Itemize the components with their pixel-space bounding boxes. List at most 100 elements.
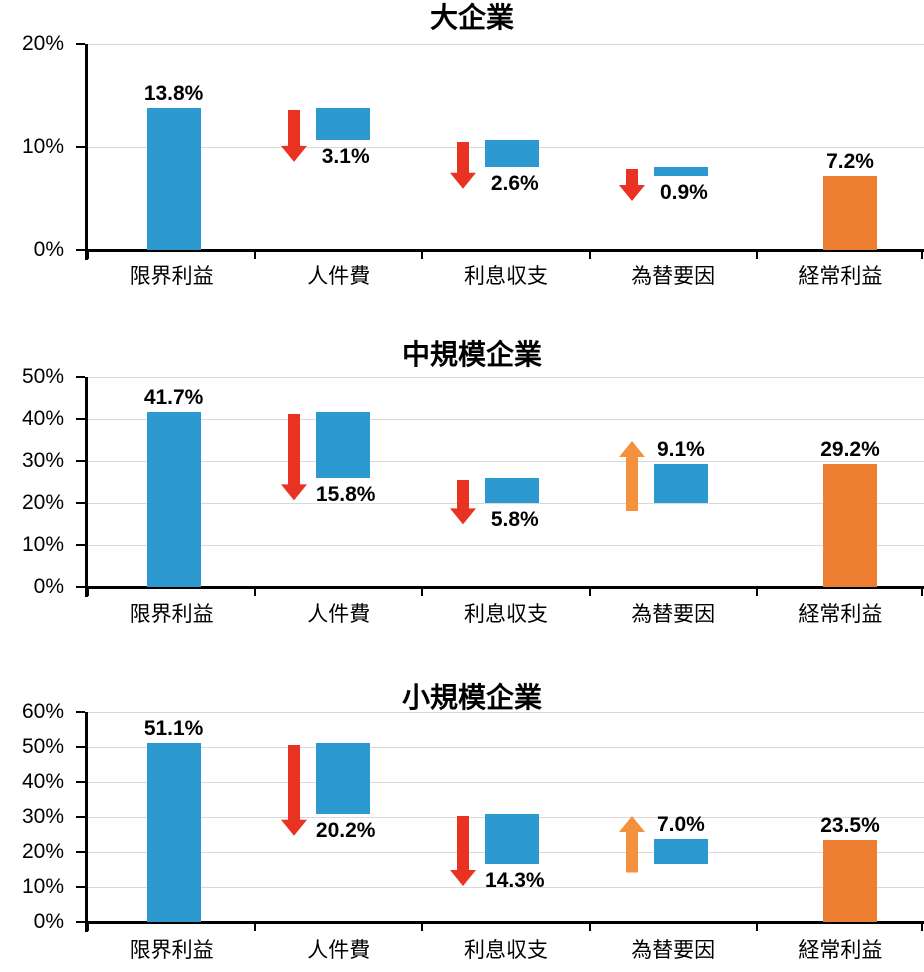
waterfall-bar-increase xyxy=(653,464,708,503)
category-label: 為替要因 xyxy=(631,265,716,288)
y-tick-label: 0% xyxy=(33,910,64,933)
gridline xyxy=(88,418,924,420)
x-axis-tick xyxy=(87,250,89,259)
value-label: 20.2% xyxy=(315,818,376,842)
y-axis-tick xyxy=(76,544,85,546)
y-axis-tick xyxy=(76,146,85,148)
gridline xyxy=(88,746,924,748)
x-axis-tick xyxy=(921,587,923,596)
y-axis-tick xyxy=(76,746,85,748)
y-axis-tick xyxy=(76,418,85,420)
x-axis-line xyxy=(85,249,924,252)
gridline xyxy=(88,502,924,504)
x-axis-tick xyxy=(421,922,424,931)
y-tick-label: 50% xyxy=(21,365,64,388)
category-label: 限界利益 xyxy=(129,603,214,626)
gridline xyxy=(88,376,924,378)
waterfall-bar-total xyxy=(823,839,877,922)
y-tick-label: 30% xyxy=(21,805,64,828)
gridline xyxy=(88,544,924,546)
increase-arrow-icon xyxy=(618,816,645,873)
category-label: 利息収支 xyxy=(464,265,548,288)
y-tick-label: 20% xyxy=(21,840,64,863)
category-label: 利息収支 xyxy=(464,939,548,962)
value-label: 14.3% xyxy=(485,868,545,892)
y-axis-tick xyxy=(76,43,85,45)
x-axis-tick xyxy=(588,922,591,931)
y-axis-tick xyxy=(76,921,85,923)
decrease-arrow-icon xyxy=(280,109,307,162)
value-label: 13.8% xyxy=(143,81,204,105)
category-label: 経常利益 xyxy=(798,265,883,288)
x-axis-tick xyxy=(588,587,591,596)
y-axis-line xyxy=(85,377,88,597)
y-tick-label: 10% xyxy=(21,135,64,158)
x-axis-tick xyxy=(921,250,923,259)
x-axis-tick xyxy=(87,922,89,931)
waterfall-bar-decrease xyxy=(653,166,708,176)
x-axis-line xyxy=(85,921,924,924)
y-axis-tick xyxy=(76,376,85,378)
waterfall-bar-total xyxy=(823,464,877,587)
category-label: 為替要因 xyxy=(631,603,716,626)
y-tick-label: 0% xyxy=(33,238,64,261)
waterfall-bar-decrease xyxy=(484,478,539,503)
x-axis-tick xyxy=(254,587,257,596)
x-axis-tick xyxy=(755,922,758,931)
x-axis-tick xyxy=(755,250,758,259)
y-tick-label: 10% xyxy=(21,533,64,556)
decrease-arrow-icon xyxy=(618,168,645,201)
x-axis-tick xyxy=(421,250,424,259)
category-label: 経常利益 xyxy=(798,939,883,962)
waterfall-bar-total xyxy=(823,175,877,250)
value-label: 23.5% xyxy=(820,813,880,837)
y-tick-label: 40% xyxy=(21,770,64,793)
category-label: 為替要因 xyxy=(631,939,716,962)
waterfall-bar-increase xyxy=(653,839,708,864)
waterfall-bar-decrease xyxy=(315,411,370,479)
gridline xyxy=(88,43,924,45)
y-tick-label: 60% xyxy=(21,700,64,723)
y-tick-label: 0% xyxy=(33,575,64,598)
gridline xyxy=(88,886,924,888)
value-label: 41.7% xyxy=(143,385,204,409)
gridline xyxy=(88,816,924,818)
chart-title: 大企業 xyxy=(429,2,514,33)
value-label: 2.6% xyxy=(490,171,539,195)
x-axis-tick xyxy=(254,922,257,931)
decrease-arrow-icon xyxy=(280,745,307,836)
y-axis-tick xyxy=(76,816,85,818)
y-axis-tick xyxy=(76,886,85,888)
x-axis-tick xyxy=(421,587,424,596)
value-label: 29.2% xyxy=(820,438,880,462)
y-axis-tick xyxy=(76,711,85,713)
category-label: 人件費 xyxy=(307,939,371,962)
value-label: 15.8% xyxy=(315,483,376,507)
category-label: 経常利益 xyxy=(798,603,883,626)
y-axis-tick xyxy=(76,851,85,853)
category-label: 利息収支 xyxy=(464,603,548,626)
value-label: 0.9% xyxy=(659,180,708,204)
x-axis-tick xyxy=(87,587,89,596)
y-axis-tick xyxy=(76,586,85,588)
y-tick-label: 20% xyxy=(21,491,64,514)
x-axis-tick xyxy=(921,922,923,931)
value-label: 3.1% xyxy=(321,144,370,168)
y-axis-line xyxy=(85,712,88,932)
y-axis-tick xyxy=(76,460,85,462)
waterfall-bar-start xyxy=(146,743,201,922)
gridline xyxy=(88,146,924,148)
value-label: 51.1% xyxy=(143,717,204,741)
y-axis-tick xyxy=(76,781,85,783)
waterfall-bar-decrease xyxy=(315,743,370,814)
gridline xyxy=(88,460,924,462)
x-axis-line xyxy=(85,586,924,589)
category-label: 人件費 xyxy=(307,265,371,288)
y-tick-label: 20% xyxy=(21,32,64,55)
